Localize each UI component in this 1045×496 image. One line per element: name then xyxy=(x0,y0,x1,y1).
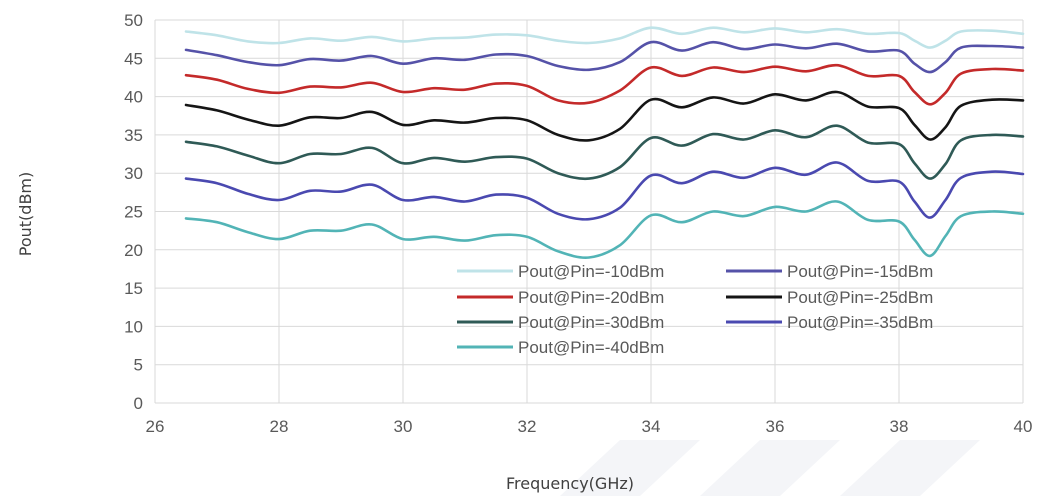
x-tick-label: 32 xyxy=(518,417,537,436)
legend-label: Pout@Pin=-30dBm xyxy=(518,313,664,332)
y-tick-label: 0 xyxy=(134,394,143,413)
x-tick-label: 34 xyxy=(642,417,661,436)
grid xyxy=(154,19,1024,404)
y-tick-label: 20 xyxy=(124,241,143,260)
series-line-3 xyxy=(184,63,1025,106)
x-tick-label: 36 xyxy=(766,417,785,436)
series-group xyxy=(184,26,1025,259)
x-tick-label: 30 xyxy=(394,417,413,436)
legend-label: Pout@Pin=-20dBm xyxy=(518,288,664,307)
y-axis-title: Pout(dBm) xyxy=(16,172,35,256)
series-line-4 xyxy=(184,90,1025,142)
y-tick-label: 5 xyxy=(134,356,143,375)
y-tick-label: 10 xyxy=(124,317,143,336)
legend: Pout@Pin=-10dBm Pout@Pin=-15dBm Pout@Pin=-… xyxy=(457,262,933,357)
legend-label: Pout@Pin=-35dBm xyxy=(787,313,933,332)
watermark-decoration xyxy=(560,440,980,496)
x-tick-label: 40 xyxy=(1014,417,1033,436)
y-tick-label: 40 xyxy=(124,88,143,107)
series-line-1 xyxy=(184,26,1025,49)
x-tick-label: 26 xyxy=(146,417,165,436)
y-tick-label: 30 xyxy=(124,164,143,183)
y-tick-label: 35 xyxy=(124,126,143,145)
series-line-2 xyxy=(184,40,1025,74)
legend-label: Pout@Pin=-10dBm xyxy=(518,262,664,281)
y-tick-label: 25 xyxy=(124,203,143,222)
series-line-7 xyxy=(184,200,1025,259)
legend-label: Pout@Pin=-15dBm xyxy=(787,262,933,281)
x-axis-title: Frequency(GHz) xyxy=(506,474,634,493)
y-tick-label: 50 xyxy=(124,11,143,30)
tick-labels: 0 5 10 15 20 25 30 35 40 45 50 26 28 30 32 34 36 38 40 xyxy=(124,11,1032,436)
y-tick-label: 45 xyxy=(124,49,143,68)
x-tick-label: 28 xyxy=(270,417,289,436)
y-tick-label: 15 xyxy=(124,279,143,298)
legend-label: Pout@Pin=-40dBm xyxy=(518,338,664,357)
series-line-6 xyxy=(184,161,1025,221)
legend-label: Pout@Pin=-25dBm xyxy=(787,288,933,307)
series-line-5 xyxy=(184,124,1025,181)
x-tick-label: 38 xyxy=(890,417,909,436)
